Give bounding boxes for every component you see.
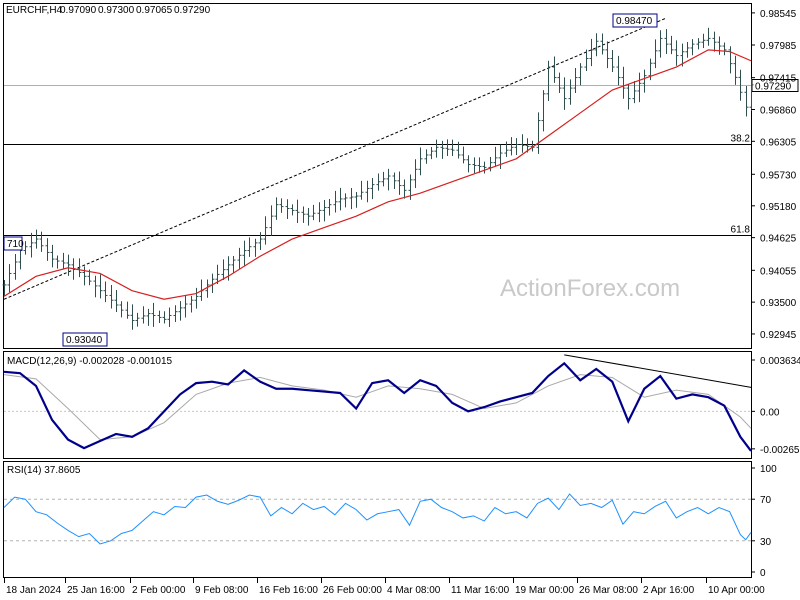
x-tick-label: 18 Jan 2024	[6, 585, 61, 596]
x-tick-label: 19 Mar 00:00	[515, 585, 574, 596]
ohlc-close: 0.97290	[174, 5, 211, 16]
x-axis: 18 Jan 2024 25 Jan 16:00 2 Feb 00:00 9 Feb …	[4, 578, 765, 596]
macd-y-axis: 0.003634 0.00 -0.002652	[751, 356, 800, 456]
fib-level-label: 61.8	[731, 225, 751, 236]
macd-main-line	[3, 361, 752, 452]
low-price-label: 0.93040	[66, 335, 103, 346]
fibonacci-levels: 38.2 61.8	[4, 134, 751, 236]
rsi-levels	[4, 498, 751, 542]
rsi-tick-label: 70	[760, 495, 772, 506]
moving-average-line	[3, 49, 752, 300]
last-price-line: 0.97290	[4, 79, 799, 93]
macd-lines	[3, 361, 752, 452]
low-price-label-box	[62, 332, 108, 347]
high-price-label: 0.98470	[616, 16, 653, 27]
x-tick-label: 9 Feb 08:00	[195, 585, 249, 596]
x-tick-label: 2 Apr 16:00	[643, 585, 695, 596]
price-trend-line	[3, 17, 666, 300]
rsi-tick-label: 0	[760, 568, 766, 579]
macd-divergence-line	[564, 354, 752, 388]
trend-line	[3, 17, 666, 300]
watermark: ActionForex.com	[500, 275, 680, 302]
ohlc-low: 0.97065	[136, 5, 173, 16]
left-price-label: 710	[7, 239, 24, 250]
macd-trend-line	[564, 354, 752, 388]
rsi-line	[3, 493, 752, 545]
rsi-tick-label: 30	[760, 537, 772, 548]
fib-level-label: 38.2	[731, 134, 751, 145]
price-tick-label: 0.94625	[760, 234, 797, 245]
price-y-axis: 0.98545 0.97985 0.97415 0.96860 0.96305 0.957…	[751, 9, 797, 341]
rsi-y-axis: 100 70 30 0	[751, 464, 777, 579]
moving-average-path	[3, 49, 752, 300]
macd-tick-label: 0.003634	[760, 356, 800, 367]
price-tick-label: 0.95180	[760, 202, 797, 213]
macd-panel-frame	[3, 351, 752, 459]
price-panel-title: EURCHF,H4	[6, 5, 63, 16]
price-tick-label: 0.93500	[760, 298, 797, 309]
x-tick-label: 10 Apr 00:00	[708, 585, 765, 596]
price-panel-frame	[3, 3, 752, 349]
macd-tick-label: 0.00	[760, 407, 780, 418]
x-tick-label: 16 Feb 16:00	[259, 585, 318, 596]
price-tick-label: 0.97985	[760, 41, 797, 52]
macd-tick-label: -0.002652	[760, 445, 800, 456]
x-tick-label: 26 Feb 00:00	[323, 585, 382, 596]
x-tick-label: 25 Jan 16:00	[67, 585, 125, 596]
x-tick-label: 2 Feb 00:00	[132, 585, 186, 596]
price-tick-label: 0.94055	[760, 266, 797, 277]
left-price-label-box	[3, 236, 23, 251]
ohlc-open: 0.97090	[60, 5, 97, 16]
price-annotations: 0.98470 0.93040 710	[3, 13, 658, 347]
price-tick-label: 0.95730	[760, 170, 797, 181]
rsi-tick-label: 100	[760, 464, 777, 475]
price-tick-label: 0.96860	[760, 105, 797, 116]
candlestick-series	[2, 27, 754, 330]
x-tick-label: 11 Mar 16:00	[451, 585, 510, 596]
x-tick-label: 26 Mar 08:00	[579, 585, 638, 596]
price-tick-label: 0.92945	[760, 330, 797, 341]
rsi-path	[3, 493, 752, 545]
x-tick-label: 4 Mar 08:00	[387, 585, 441, 596]
last-price-label: 0.97290	[755, 82, 792, 93]
price-tick-label: 0.98545	[760, 9, 797, 20]
price-tick-label: 0.96305	[760, 137, 797, 148]
rsi-panel-title: RSI(14) 37.8605	[7, 465, 81, 476]
ohlc-high: 0.97300	[98, 5, 135, 16]
macd-signal-line	[3, 374, 752, 441]
rsi-panel-frame	[3, 461, 752, 578]
high-price-label-box	[612, 13, 658, 28]
price-tick-label: 0.97415	[760, 74, 797, 85]
macd-panel-title: MACD(12,26,9) -0.002028 -0.001015	[7, 356, 173, 367]
